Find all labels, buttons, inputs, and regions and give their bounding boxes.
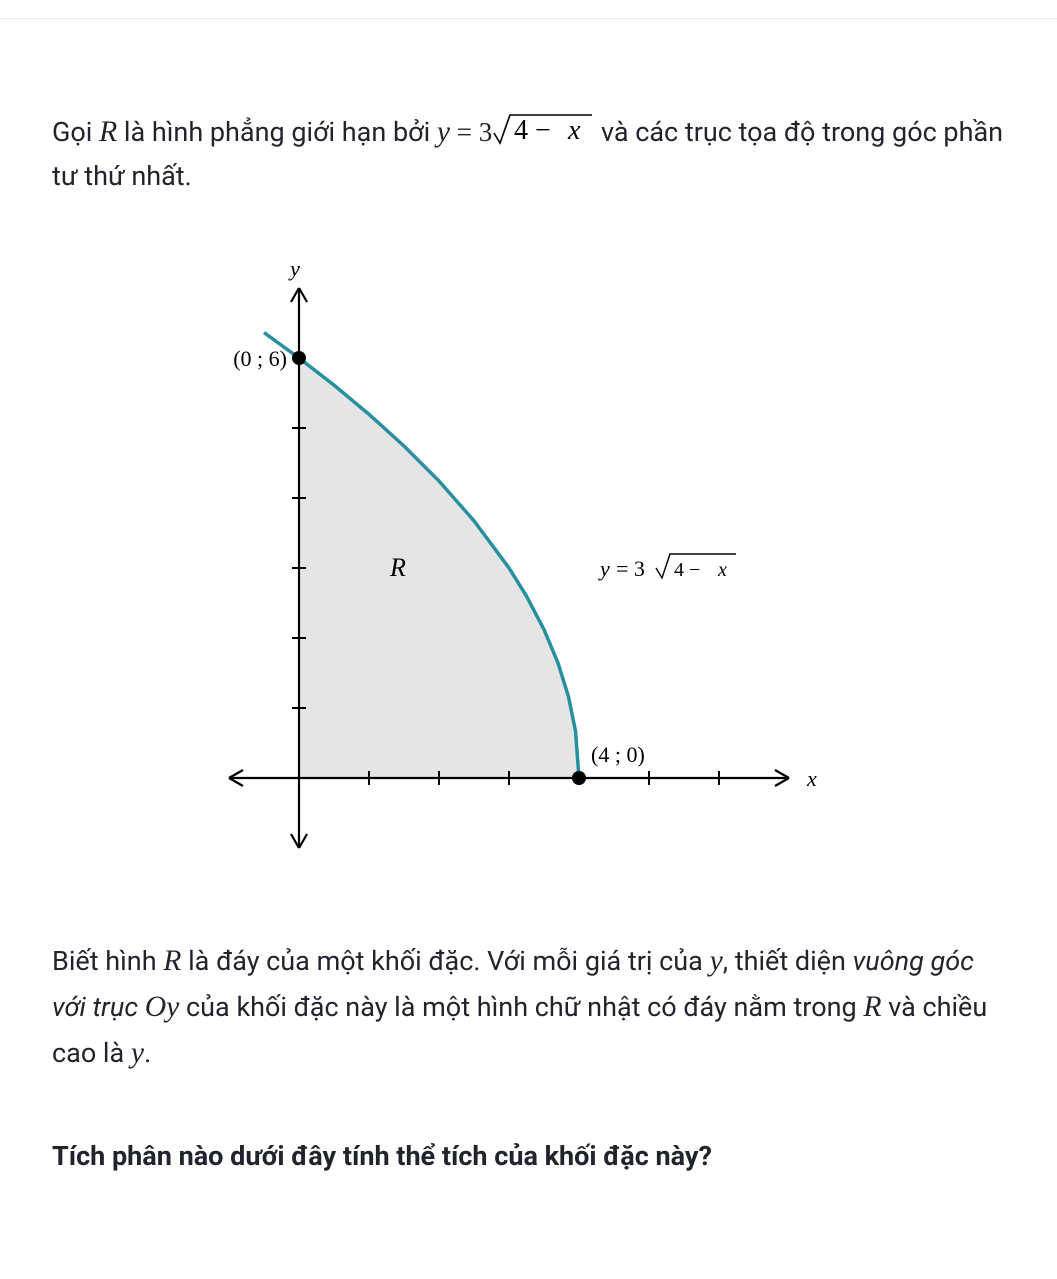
sqrt-inline: 4 − x (492, 109, 594, 154)
text: là đáy của một khối đặc. Với mỗi giá trị… (181, 945, 709, 977)
equation-coef: 3 (479, 117, 493, 147)
curve-formula-label: y = 3 4 − x (598, 554, 736, 581)
svg-text:y: y (598, 556, 610, 581)
region-graph: y x (0 ; 6) (4 ; 0) R y = 3 4 − x (219, 238, 839, 878)
svg-text:4 −: 4 − (514, 115, 551, 146)
equation-y: y (437, 116, 450, 148)
text: . (144, 1037, 151, 1069)
text: Gọi (52, 116, 99, 148)
text: của khối đặc này là một hình chữ nhật có… (179, 991, 863, 1023)
shaded-region (299, 358, 579, 778)
question-paragraph: Tích phân nào dưới đây tính thể tích của… (52, 1136, 1005, 1178)
text: là hình phẳng giới hạn bởi (117, 116, 437, 148)
top-divider (0, 18, 1057, 19)
text: Biết hình (52, 945, 163, 977)
var-R: R (99, 116, 117, 148)
point-label-06: (0 ; 6) (233, 346, 287, 371)
intro-paragraph: Gọi R là hình phẳng giới hạn bởi y = 34 … (52, 109, 1005, 198)
svg-text:= 3: = 3 (616, 556, 645, 581)
var-Oy: Oy (145, 991, 180, 1023)
graph-container: y x (0 ; 6) (4 ; 0) R y = 3 4 − x (52, 238, 1005, 878)
svg-text:x: x (717, 559, 727, 581)
description-paragraph: Biết hình R là đáy của một khối đặc. Với… (52, 938, 1005, 1076)
svg-text:4 −: 4 − (674, 559, 700, 581)
var-y: y (710, 945, 723, 977)
region-label: R (389, 553, 406, 582)
var-R: R (163, 945, 181, 977)
var-R: R (863, 991, 881, 1023)
y-axis-label: y (288, 256, 300, 281)
point-label-40: (4 ; 0) (591, 742, 645, 767)
text: , thiết diện (723, 945, 853, 977)
svg-text:x: x (567, 115, 581, 146)
x-axis-label: x (806, 766, 817, 791)
problem-content: Gọi R là hình phẳng giới hạn bởi y = 34 … (0, 109, 1057, 1178)
equation-eq: = (450, 117, 479, 147)
var-y: y (131, 1037, 144, 1069)
